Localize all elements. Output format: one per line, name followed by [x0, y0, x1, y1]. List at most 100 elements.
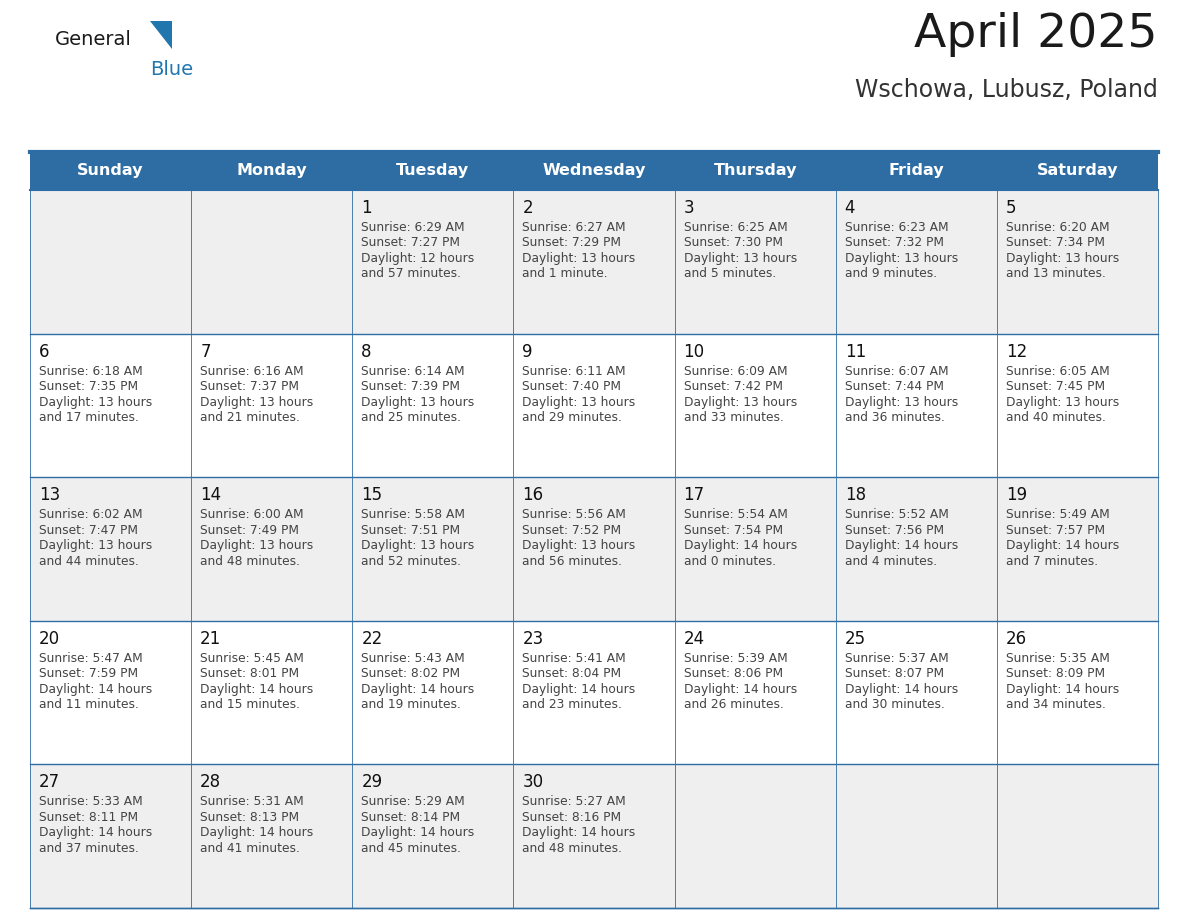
Text: and 13 minutes.: and 13 minutes. — [1006, 267, 1106, 281]
Text: Sunrise: 6:00 AM: Sunrise: 6:00 AM — [200, 509, 304, 521]
Text: Daylight: 13 hours: Daylight: 13 hours — [200, 539, 314, 553]
Text: 16: 16 — [523, 487, 544, 504]
Text: Daylight: 14 hours: Daylight: 14 hours — [845, 683, 958, 696]
Text: 17: 17 — [683, 487, 704, 504]
Text: Daylight: 13 hours: Daylight: 13 hours — [1006, 396, 1119, 409]
Text: Daylight: 14 hours: Daylight: 14 hours — [39, 826, 152, 839]
Text: and 15 minutes.: and 15 minutes. — [200, 699, 301, 711]
Text: Sunrise: 5:45 AM: Sunrise: 5:45 AM — [200, 652, 304, 665]
Text: and 52 minutes.: and 52 minutes. — [361, 554, 461, 567]
Text: and 17 minutes.: and 17 minutes. — [39, 411, 139, 424]
Polygon shape — [150, 21, 172, 49]
Text: Daylight: 14 hours: Daylight: 14 hours — [361, 683, 474, 696]
Text: and 23 minutes.: and 23 minutes. — [523, 699, 623, 711]
Text: 18: 18 — [845, 487, 866, 504]
Text: Daylight: 14 hours: Daylight: 14 hours — [523, 826, 636, 839]
Text: Sunset: 8:04 PM: Sunset: 8:04 PM — [523, 667, 621, 680]
Text: Sunset: 7:37 PM: Sunset: 7:37 PM — [200, 380, 299, 393]
Text: and 4 minutes.: and 4 minutes. — [845, 554, 937, 567]
Text: Sunrise: 6:05 AM: Sunrise: 6:05 AM — [1006, 364, 1110, 377]
Text: Daylight: 13 hours: Daylight: 13 hours — [1006, 252, 1119, 265]
Text: 14: 14 — [200, 487, 221, 504]
Text: Sunset: 7:27 PM: Sunset: 7:27 PM — [361, 237, 460, 250]
Text: Daylight: 14 hours: Daylight: 14 hours — [39, 683, 152, 696]
Text: Sunrise: 5:39 AM: Sunrise: 5:39 AM — [683, 652, 788, 665]
Text: and 0 minutes.: and 0 minutes. — [683, 554, 776, 567]
Text: and 11 minutes.: and 11 minutes. — [39, 699, 139, 711]
Text: 19: 19 — [1006, 487, 1026, 504]
Text: 8: 8 — [361, 342, 372, 361]
Text: Sunrise: 6:07 AM: Sunrise: 6:07 AM — [845, 364, 948, 377]
Text: Tuesday: Tuesday — [397, 163, 469, 178]
Text: and 34 minutes.: and 34 minutes. — [1006, 699, 1106, 711]
Text: and 48 minutes.: and 48 minutes. — [200, 554, 301, 567]
Text: Sunrise: 6:11 AM: Sunrise: 6:11 AM — [523, 364, 626, 377]
Text: 29: 29 — [361, 773, 383, 791]
Bar — [30, 765, 1158, 908]
Text: Sunset: 7:54 PM: Sunset: 7:54 PM — [683, 523, 783, 537]
Text: and 44 minutes.: and 44 minutes. — [39, 554, 139, 567]
Text: Sunset: 7:42 PM: Sunset: 7:42 PM — [683, 380, 783, 393]
Text: 25: 25 — [845, 630, 866, 648]
Text: Daylight: 14 hours: Daylight: 14 hours — [1006, 539, 1119, 553]
Text: and 19 minutes.: and 19 minutes. — [361, 699, 461, 711]
Text: and 41 minutes.: and 41 minutes. — [200, 842, 301, 855]
Bar — [30, 152, 1158, 190]
Text: Daylight: 14 hours: Daylight: 14 hours — [523, 683, 636, 696]
Text: 28: 28 — [200, 773, 221, 791]
Text: Sunrise: 5:37 AM: Sunrise: 5:37 AM — [845, 652, 948, 665]
Text: Sunset: 7:32 PM: Sunset: 7:32 PM — [845, 237, 943, 250]
Text: and 48 minutes.: and 48 minutes. — [523, 842, 623, 855]
Text: 5: 5 — [1006, 199, 1017, 217]
Text: Wednesday: Wednesday — [542, 163, 646, 178]
Text: April 2025: April 2025 — [915, 12, 1158, 57]
Bar — [30, 190, 1158, 333]
Text: 30: 30 — [523, 773, 544, 791]
Text: Sunset: 7:39 PM: Sunset: 7:39 PM — [361, 380, 460, 393]
Text: Sunset: 8:07 PM: Sunset: 8:07 PM — [845, 667, 943, 680]
Text: Sunrise: 6:18 AM: Sunrise: 6:18 AM — [39, 364, 143, 377]
Text: 12: 12 — [1006, 342, 1028, 361]
Text: 1: 1 — [361, 199, 372, 217]
Text: 3: 3 — [683, 199, 694, 217]
Text: Daylight: 14 hours: Daylight: 14 hours — [683, 683, 797, 696]
Text: Sunrise: 6:23 AM: Sunrise: 6:23 AM — [845, 221, 948, 234]
Text: and 5 minutes.: and 5 minutes. — [683, 267, 776, 281]
Text: Sunset: 7:49 PM: Sunset: 7:49 PM — [200, 523, 299, 537]
Text: Daylight: 13 hours: Daylight: 13 hours — [845, 252, 958, 265]
Text: and 26 minutes.: and 26 minutes. — [683, 699, 783, 711]
Text: and 36 minutes.: and 36 minutes. — [845, 411, 944, 424]
Text: Sunset: 7:35 PM: Sunset: 7:35 PM — [39, 380, 138, 393]
Text: Daylight: 13 hours: Daylight: 13 hours — [683, 396, 797, 409]
Text: 4: 4 — [845, 199, 855, 217]
Text: 20: 20 — [39, 630, 61, 648]
Text: Wschowa, Lubusz, Poland: Wschowa, Lubusz, Poland — [855, 78, 1158, 102]
Text: and 33 minutes.: and 33 minutes. — [683, 411, 783, 424]
Text: Sunrise: 5:47 AM: Sunrise: 5:47 AM — [39, 652, 143, 665]
Text: 15: 15 — [361, 487, 383, 504]
Text: Friday: Friday — [889, 163, 944, 178]
Text: 24: 24 — [683, 630, 704, 648]
Text: and 57 minutes.: and 57 minutes. — [361, 267, 461, 281]
Text: Sunset: 7:45 PM: Sunset: 7:45 PM — [1006, 380, 1105, 393]
Text: Daylight: 14 hours: Daylight: 14 hours — [845, 539, 958, 553]
Text: and 25 minutes.: and 25 minutes. — [361, 411, 461, 424]
Text: Daylight: 13 hours: Daylight: 13 hours — [523, 539, 636, 553]
Bar — [30, 477, 1158, 621]
Text: 22: 22 — [361, 630, 383, 648]
Text: 7: 7 — [200, 342, 210, 361]
Text: Sunset: 8:01 PM: Sunset: 8:01 PM — [200, 667, 299, 680]
Text: Sunset: 7:56 PM: Sunset: 7:56 PM — [845, 523, 943, 537]
Text: Sunrise: 5:54 AM: Sunrise: 5:54 AM — [683, 509, 788, 521]
Text: and 21 minutes.: and 21 minutes. — [200, 411, 301, 424]
Text: Daylight: 13 hours: Daylight: 13 hours — [361, 539, 474, 553]
Text: Blue: Blue — [150, 60, 194, 79]
Text: 21: 21 — [200, 630, 221, 648]
Text: Sunset: 7:57 PM: Sunset: 7:57 PM — [1006, 523, 1105, 537]
Text: Sunrise: 5:58 AM: Sunrise: 5:58 AM — [361, 509, 466, 521]
Text: Sunset: 7:47 PM: Sunset: 7:47 PM — [39, 523, 138, 537]
Text: 10: 10 — [683, 342, 704, 361]
Text: Sunrise: 6:14 AM: Sunrise: 6:14 AM — [361, 364, 465, 377]
Text: Sunset: 8:16 PM: Sunset: 8:16 PM — [523, 811, 621, 823]
Text: Daylight: 13 hours: Daylight: 13 hours — [200, 396, 314, 409]
